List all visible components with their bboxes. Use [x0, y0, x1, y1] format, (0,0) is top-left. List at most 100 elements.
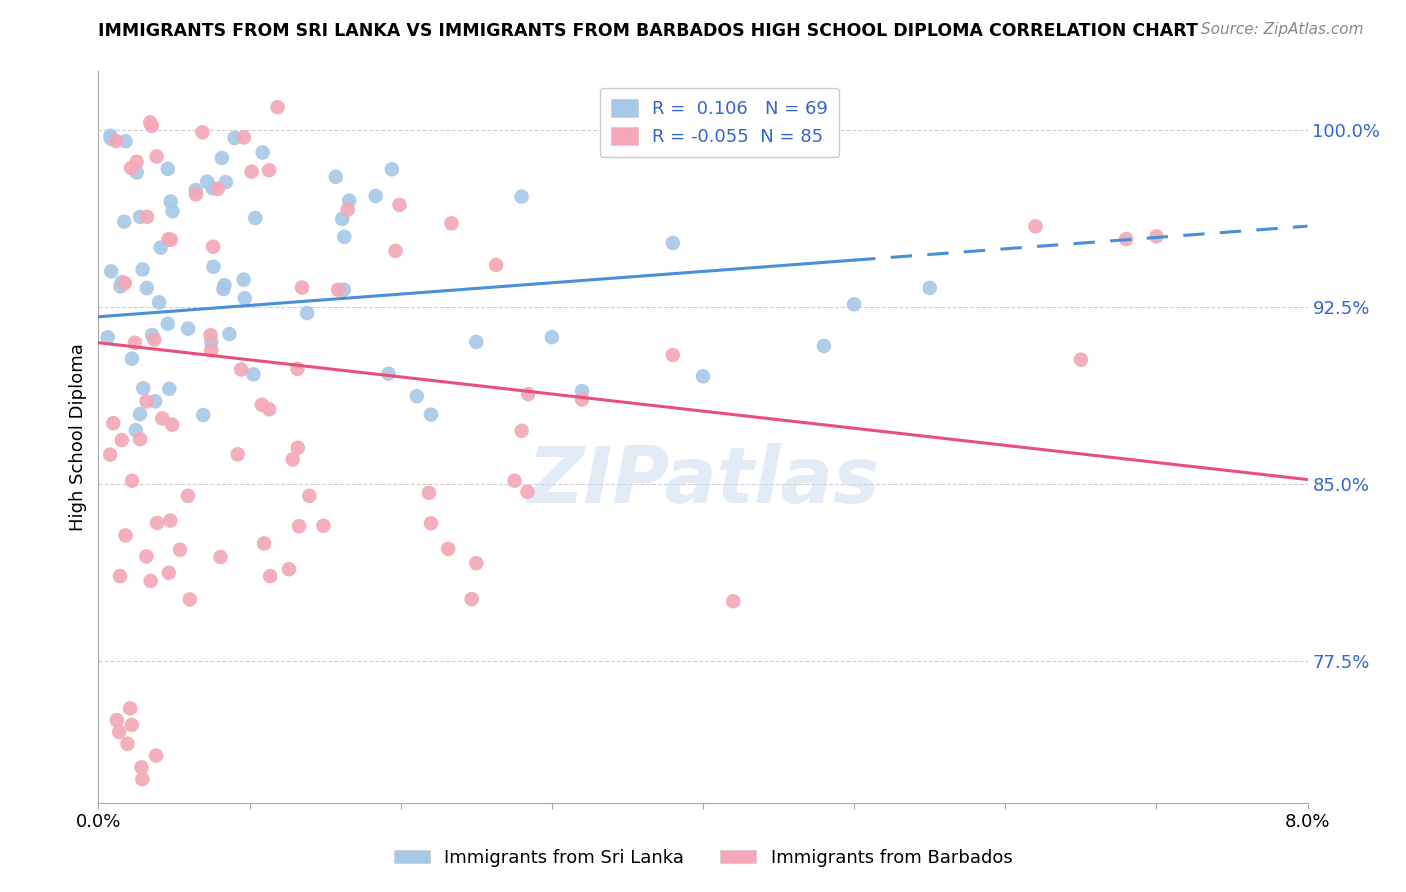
Point	[100, 128, 122, 143]
Point	[124, 335, 146, 350]
Point	[156, 317, 179, 331]
Point	[295, 306, 318, 320]
Point	[330, 211, 353, 226]
Point	[149, 241, 172, 255]
Text: Source: ZipAtlas.com: Source: ZipAtlas.com	[1201, 22, 1364, 37]
Point	[723, 594, 745, 608]
Point	[571, 384, 593, 398]
Point	[135, 394, 157, 409]
Point	[440, 216, 463, 230]
Point	[420, 408, 443, 422]
Point	[377, 367, 399, 381]
Point	[214, 278, 236, 293]
Point	[129, 432, 152, 446]
Point	[145, 748, 167, 763]
Point	[202, 240, 225, 254]
Point	[291, 280, 314, 294]
Point	[1146, 229, 1168, 244]
Point	[420, 516, 443, 531]
Point	[336, 202, 359, 217]
Point	[278, 562, 301, 576]
Point	[252, 145, 274, 160]
Point	[120, 701, 142, 715]
Point	[662, 348, 685, 362]
Point	[162, 204, 184, 219]
Point	[135, 281, 157, 295]
Point	[240, 164, 263, 178]
Point	[388, 198, 411, 212]
Point	[460, 592, 482, 607]
Point	[135, 549, 157, 564]
Point	[131, 262, 153, 277]
Point	[156, 161, 179, 176]
Point	[326, 283, 349, 297]
Y-axis label: High School Diploma: High School Diploma	[69, 343, 87, 531]
Point	[1115, 232, 1137, 246]
Point	[98, 448, 121, 462]
Point	[250, 398, 273, 412]
Point	[131, 760, 153, 774]
Point	[418, 485, 440, 500]
Point	[110, 279, 132, 293]
Point	[201, 181, 224, 195]
Point	[177, 321, 200, 335]
Point	[510, 424, 533, 438]
Text: ZIPatlas: ZIPatlas	[527, 443, 879, 519]
Point	[381, 162, 404, 177]
Point	[117, 737, 139, 751]
Point	[200, 328, 222, 343]
Point	[159, 194, 181, 209]
Point	[111, 433, 134, 447]
Point	[510, 189, 533, 203]
Point	[100, 131, 122, 145]
Point	[129, 407, 152, 421]
Point	[364, 189, 387, 203]
Point	[332, 283, 354, 297]
Point	[224, 131, 246, 145]
Point	[150, 411, 173, 425]
Point	[103, 416, 125, 430]
Point	[100, 264, 122, 278]
Point	[1025, 219, 1047, 234]
Point	[157, 382, 180, 396]
Point	[141, 119, 163, 133]
Point	[333, 230, 356, 244]
Point	[516, 484, 538, 499]
Point	[139, 115, 162, 129]
Point	[844, 297, 866, 311]
Point	[253, 536, 276, 550]
Point	[215, 175, 238, 189]
Point	[813, 339, 835, 353]
Point	[242, 368, 264, 382]
Point	[405, 389, 427, 403]
Point	[287, 362, 309, 376]
Point	[114, 528, 136, 542]
Point	[125, 154, 148, 169]
Legend: R =  0.106   N = 69, R = -0.055  N = 85: R = 0.106 N = 69, R = -0.055 N = 85	[600, 87, 839, 157]
Point	[485, 258, 508, 272]
Point	[541, 330, 564, 344]
Point	[108, 569, 131, 583]
Point	[259, 569, 281, 583]
Point	[160, 417, 183, 432]
Point	[157, 232, 180, 246]
Point	[202, 260, 225, 274]
Point	[141, 328, 163, 343]
Point	[97, 330, 120, 344]
Point	[218, 327, 240, 342]
Point	[121, 718, 143, 732]
Point	[200, 343, 222, 358]
Point	[212, 282, 235, 296]
Point	[231, 362, 253, 376]
Point	[132, 381, 155, 395]
Point	[288, 519, 311, 533]
Point	[120, 161, 142, 175]
Point	[139, 574, 162, 588]
Point	[121, 474, 143, 488]
Point	[692, 369, 714, 384]
Point	[232, 272, 254, 286]
Point	[245, 211, 267, 225]
Point	[125, 165, 148, 179]
Point	[503, 474, 526, 488]
Point	[207, 182, 229, 196]
